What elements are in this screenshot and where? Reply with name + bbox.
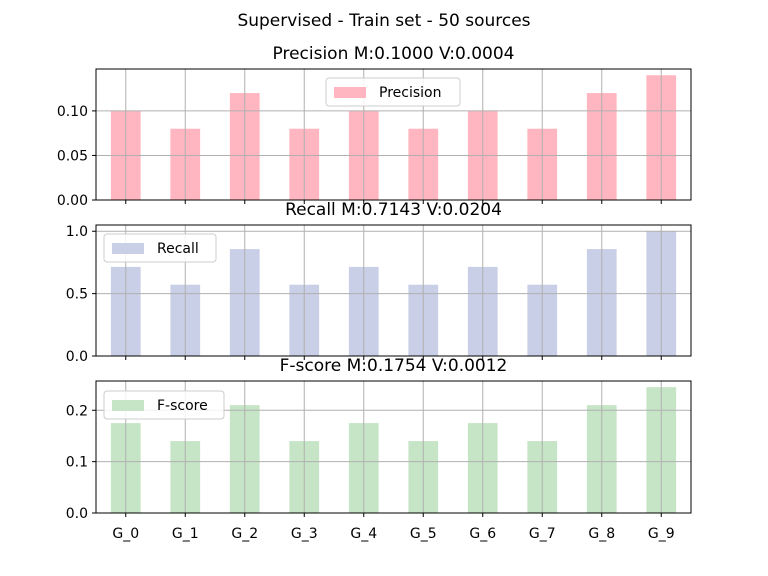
y-tick-label: 0.5 (66, 287, 88, 303)
x-tick-label: G_8 (588, 526, 615, 542)
x-tick-label: G_6 (469, 526, 496, 542)
chart-panel-3: G_0 G_1 G_2 G_3 G_4 G_5 G_6 G_7 G_8 G_9 0.0 0.1 0.2 F… (66, 356, 692, 542)
legend-swatch (112, 400, 144, 411)
chart-panel-2: 0.0 0.5 1.0 Recall M:0.7143 V:0.0204 Recall (66, 200, 692, 365)
legend-label: F-score (157, 398, 208, 414)
panel-title: Precision M:0.1000 V:0.0004 (273, 44, 515, 64)
x-tick-label: G_1 (172, 526, 199, 542)
legend-box (103, 233, 217, 263)
legend-box (103, 390, 225, 420)
x-tick-label: G_3 (291, 526, 318, 542)
figure-title: Supervised - Train set - 50 sources (237, 11, 530, 31)
y-tick-label: 0.2 (66, 403, 88, 419)
panel-title: F-score M:0.1754 V:0.0012 (280, 356, 508, 376)
x-tick-label: G_2 (231, 526, 258, 542)
legend-box (325, 77, 461, 107)
x-tick-label: G_5 (410, 526, 437, 542)
y-tick-label: 0.05 (57, 148, 88, 164)
x-tick-label: G_4 (350, 526, 377, 542)
axes-frame (95, 380, 692, 514)
y-tick-label: 0.0 (66, 349, 88, 365)
axes-frame (95, 68, 692, 201)
chart-panels: 0.00 0.05 0.10 Precision M:0.1000 V:0.0004 P… (57, 44, 692, 542)
y-tick-label: 0.00 (57, 193, 88, 209)
legend-swatch (112, 243, 144, 254)
legend: Recall (103, 233, 217, 263)
y-tick-label: 0.0 (66, 506, 88, 522)
y-tick-label: 0.10 (57, 104, 88, 120)
legend: Precision (325, 77, 461, 107)
axes-frame (95, 224, 692, 357)
panel-title: Recall M:0.7143 V:0.0204 (285, 200, 502, 220)
legend-label: Precision (379, 85, 441, 101)
y-tick-label: 0.1 (66, 455, 88, 471)
chart-panel-1: 0.00 0.05 0.10 Precision M:0.1000 V:0.0004 P… (57, 44, 692, 209)
x-tick-label: G_0 (112, 526, 139, 542)
x-tick-label: G_7 (529, 526, 556, 542)
legend-label: Recall (157, 241, 199, 257)
x-tick-label: G_9 (648, 526, 675, 542)
y-tick-label: 1.0 (66, 224, 88, 240)
legend-swatch (334, 87, 366, 98)
legend: F-score (103, 390, 225, 420)
